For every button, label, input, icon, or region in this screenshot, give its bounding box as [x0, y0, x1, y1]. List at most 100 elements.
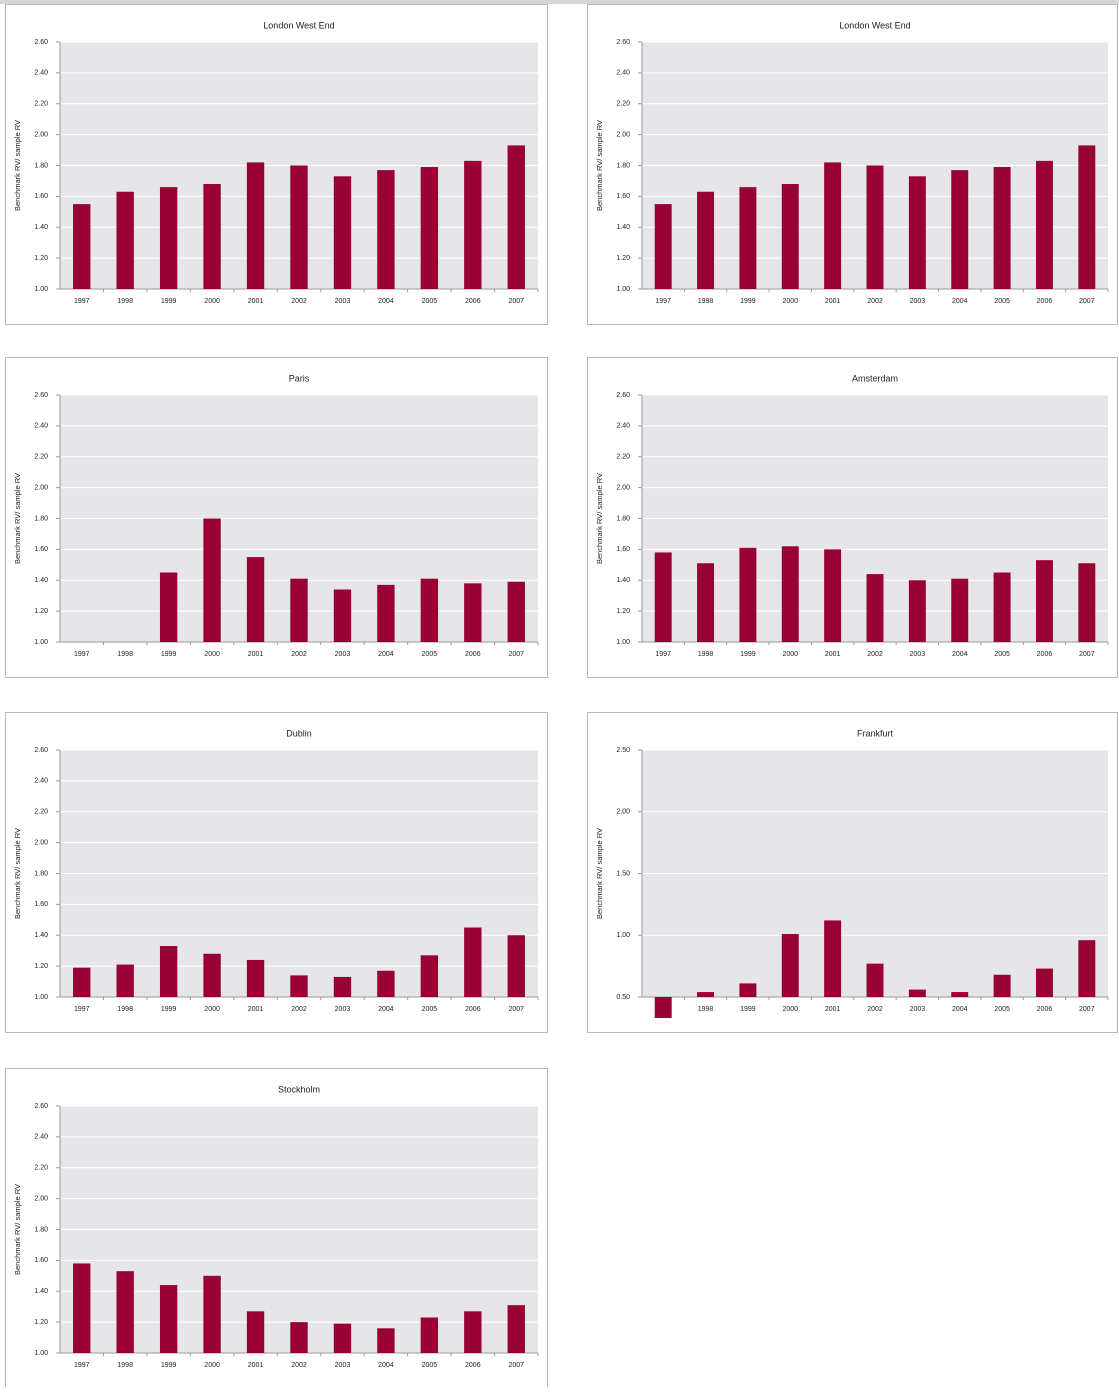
x-tick-label: 2000	[782, 1006, 798, 1013]
y-tick-label: 1.40	[34, 932, 48, 939]
y-tick-label: 2.40	[34, 70, 48, 77]
x-tick-label: 2005	[994, 298, 1010, 305]
x-tick-label: 2002	[867, 651, 883, 658]
y-tick-label: 2.20	[34, 101, 48, 108]
chart-title: Stockholm	[278, 1084, 320, 1094]
x-tick-label: 2000	[204, 1006, 220, 1013]
bar	[73, 1263, 91, 1353]
bar	[993, 572, 1011, 642]
y-tick-label: 2.00	[616, 484, 630, 491]
x-tick-label: 2001	[248, 1006, 264, 1013]
bar	[824, 920, 842, 997]
bar	[464, 1311, 482, 1353]
y-tick-label: 2.60	[34, 747, 48, 754]
x-tick-label: 2003	[335, 298, 351, 305]
y-tick-label: 1.40	[616, 577, 630, 584]
y-axis-label: Benchmark RV/ sample RV	[13, 828, 22, 919]
chart-panel: London West End Benchmark RV/ sample RV 1.…	[5, 4, 548, 325]
y-tick-label: 2.20	[34, 1165, 48, 1172]
y-tick-label: 1.00	[616, 286, 630, 293]
chart-panel: London West End Benchmark RV/ sample RV 1.…	[587, 4, 1118, 325]
bar	[908, 176, 926, 289]
bar	[507, 935, 525, 997]
y-tick-label: 2.50	[616, 747, 630, 754]
bar	[73, 204, 91, 289]
bar	[290, 165, 308, 289]
x-tick-label: 1997	[655, 651, 671, 658]
bar	[507, 581, 525, 642]
y-tick-label: 0.50	[616, 994, 630, 1001]
x-tick-label: 1999	[161, 1006, 177, 1013]
y-tick-label: 2.40	[616, 70, 630, 77]
chart-panel: Amsterdam Benchmark RV/ sample RV 1.00 1.20…	[587, 357, 1118, 678]
bar	[993, 167, 1011, 289]
x-tick-label: 2002	[867, 298, 883, 305]
chart-title: Dublin	[286, 728, 312, 738]
y-tick-label: 1.40	[34, 577, 48, 584]
y-tick-label: 1.20	[34, 608, 48, 615]
bar	[420, 167, 439, 289]
x-tick-label: 1997	[655, 298, 671, 305]
x-tick-label: 2003	[335, 651, 351, 658]
x-tick-label: 1997	[74, 651, 90, 658]
y-tick-label: 2.00	[616, 809, 630, 816]
y-tick-label: 2.60	[34, 1103, 48, 1110]
y-tick-label: 2.20	[34, 454, 48, 461]
x-tick-label: 2004	[378, 1362, 394, 1369]
y-tick-label: 2.00	[34, 839, 48, 846]
x-tick-label: 2007	[1079, 651, 1095, 658]
y-tick-label: 1.00	[34, 639, 48, 646]
bar	[654, 997, 672, 1018]
y-tick-label: 2.60	[616, 39, 630, 46]
bar	[246, 959, 265, 997]
x-tick-label: 2000	[204, 298, 220, 305]
x-tick-label: 2004	[952, 651, 968, 658]
bar	[654, 204, 672, 289]
y-tick-label: 2.60	[34, 39, 48, 46]
x-tick-label: 1998	[698, 651, 714, 658]
x-tick-label: 2001	[825, 298, 841, 305]
chart-title: Paris	[289, 373, 310, 383]
bar	[951, 578, 969, 642]
y-tick-label: 1.60	[34, 901, 48, 908]
x-tick-label: 1999	[161, 651, 177, 658]
y-tick-label: 1.20	[34, 255, 48, 262]
y-tick-label: 1.80	[34, 1226, 48, 1233]
x-tick-label: 2006	[465, 651, 481, 658]
y-tick-label: 1.80	[34, 162, 48, 169]
x-tick-label: 2007	[508, 1362, 524, 1369]
bar	[1035, 160, 1053, 289]
bar	[333, 589, 352, 642]
bar	[246, 557, 265, 642]
bar	[290, 1322, 308, 1353]
x-tick-label: 2001	[248, 651, 264, 658]
bar	[464, 927, 482, 997]
x-tick-label: 2006	[465, 1362, 481, 1369]
x-tick-label: 2006	[465, 298, 481, 305]
bar	[203, 518, 221, 642]
y-tick-label: 1.00	[34, 286, 48, 293]
bar	[420, 578, 439, 642]
bar	[333, 176, 352, 289]
bar	[824, 162, 842, 289]
x-tick-label: 1998	[117, 1362, 133, 1369]
y-tick-label: 1.00	[616, 639, 630, 646]
bar	[246, 1311, 265, 1353]
x-tick-label: 2001	[248, 298, 264, 305]
x-tick-label: 2004	[952, 1006, 968, 1013]
bar	[116, 1271, 134, 1353]
x-tick-label: 2002	[291, 298, 307, 305]
y-tick-label: 2.00	[34, 1195, 48, 1202]
y-tick-label: 1.20	[616, 608, 630, 615]
x-tick-label: 2006	[465, 1006, 481, 1013]
bar	[377, 1328, 395, 1353]
x-tick-label: 2006	[1037, 651, 1053, 658]
bar	[203, 953, 221, 997]
x-tick-label: 2007	[508, 1006, 524, 1013]
x-tick-label: 2004	[378, 1006, 394, 1013]
y-tick-label: 1.80	[616, 162, 630, 169]
x-tick-label: 2000	[204, 651, 220, 658]
bar	[951, 170, 969, 289]
y-tick-label: 2.60	[616, 392, 630, 399]
